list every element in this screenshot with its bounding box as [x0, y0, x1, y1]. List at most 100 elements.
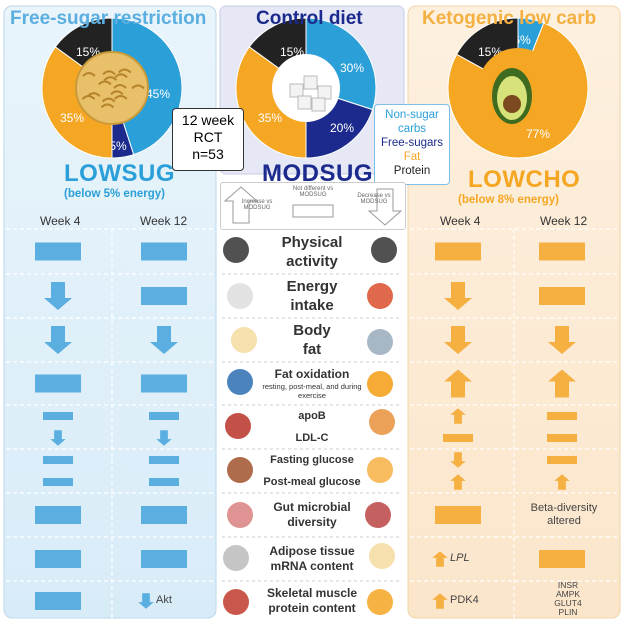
lowsug-week4: Week 4: [40, 214, 81, 228]
outcome-label-adipose-tissue-mrna-content: Adipose tissue mRNA content: [262, 544, 362, 574]
glucose-bottle-icon: [227, 457, 253, 483]
gut-microbial-diversity-r12-text: Beta-diversity altered: [530, 502, 598, 527]
plate-icon: [227, 283, 253, 309]
outcome-label-line: apoB: [298, 409, 326, 422]
adipocytes-icon: [369, 543, 395, 569]
body-fat-r4-down-arrow-icon: [444, 326, 472, 354]
fasting-glucose-l4-bar: [43, 456, 73, 464]
lowcho-sub-label: (below 8% energy): [458, 194, 559, 206]
lowcho-title: Ketogenic low carb: [422, 8, 597, 29]
outcome-label-physical-activity: Physical activity: [262, 233, 362, 271]
outcome-label-ldl-c: LDL-C: [262, 432, 362, 445]
lowsug-week12: Week 12: [140, 214, 188, 228]
apob-r4-up-arrow-icon: [450, 408, 466, 424]
adipose-tissue-mrna-content-r4-text: LPL: [450, 552, 470, 564]
center-pie-label-0: 30%: [340, 61, 364, 75]
key-decrease-text: Decrease vs MODSUG: [357, 193, 391, 205]
key-nodiff-text: Not different vs MODSUG: [292, 186, 334, 198]
pasta-twist-icon: [110, 90, 124, 96]
outcome-label-line: Body: [293, 322, 331, 339]
key-bar-icon: [292, 204, 334, 218]
blood-tubes-icon: [225, 413, 251, 439]
lowsug-title: Free-sugar restriction: [10, 8, 207, 29]
outcome-label-body-fat: Body fat: [262, 321, 362, 359]
skeletal-muscle-protein-content-l12-text: Akt: [156, 594, 172, 606]
rct-design: RCT: [193, 129, 223, 145]
pasta-twist-icon: [82, 72, 96, 77]
lowsug-sub-label: (below 5% energy): [64, 188, 165, 200]
rct-box: 12 week RCT n=53: [172, 108, 244, 171]
left-pie-label-2: 35%: [60, 111, 84, 125]
left-pie-label-0: 45%: [146, 87, 170, 101]
fasting-glucose-r4-down-arrow-icon: [450, 452, 466, 468]
pasta-twist-icon: [114, 73, 128, 79]
outcome-label-line: Adipose tissue: [269, 544, 355, 558]
pasta-twist-icon: [101, 97, 116, 103]
pasta-twist-icon: [100, 103, 115, 109]
apob-l4-bar: [43, 412, 73, 420]
outcome-label-line: mRNA content: [270, 559, 354, 573]
treadmill-icon: [227, 369, 253, 395]
fasting-glucose-r12-bar: [547, 456, 577, 464]
outcome-label-post-meal-glucose: Post-meal glucose: [262, 476, 362, 489]
fat-oxidation-l12-bar: [141, 374, 187, 393]
left-pie-slice-2: [41, 46, 113, 159]
body-fat-l12-down-arrow-icon: [150, 326, 178, 354]
right-pie-label-1: 77%: [526, 127, 550, 141]
pasta-image-icon: [75, 51, 149, 125]
glucose-curve-icon: [367, 457, 393, 483]
fat-oxidation-r12-up-arrow-icon: [548, 369, 576, 398]
lowcho-arm-label: LOWCHO: [468, 166, 581, 193]
outcome-label-line: Gut microbial: [273, 500, 351, 514]
outcome-label-line: Physical: [281, 233, 343, 251]
post-meal-glucose-l4-bar: [43, 478, 73, 486]
outcome-label-line: Fasting glucose: [270, 453, 354, 466]
ldl-c-l4-down-arrow-icon: [50, 430, 66, 446]
outcome-label-fat-oxidation: Fat oxidation resting, post-meal, and dur…: [262, 367, 362, 400]
outcome-label-line: fat: [302, 341, 322, 358]
key-up-arrow-icon: [223, 186, 259, 224]
ldl-c-r12-bar: [547, 434, 577, 442]
outcome-label-fasting-glucose: Fasting glucose: [262, 454, 362, 467]
intestine-icon: [227, 502, 253, 528]
outcome-label-line: LDL-C: [295, 431, 329, 444]
skeletal-muscle-protein-content-r4-text: PDK4: [450, 594, 479, 606]
outcome-label-energy-intake: Energy intake: [262, 277, 362, 315]
skeletal-muscle-protein-content-l4-bar: [35, 592, 81, 610]
stool-container-icon: [365, 502, 391, 528]
modsug-title: Control diet: [256, 8, 363, 29]
runner-icon: [223, 237, 249, 263]
sample-jar-icon: [367, 589, 393, 615]
apob-l12-bar: [149, 412, 179, 420]
pasta-twist-icon: [98, 80, 112, 86]
lowcho-week4: Week 4: [440, 214, 481, 228]
gut-microbial-diversity-r4-bar: [435, 506, 481, 524]
adipose-tissue-mrna-content-r12-bar: [539, 550, 585, 568]
skeletal-muscle-protein-content-l12-arrow-icon: [138, 593, 154, 609]
center-pie-label-2: 35%: [258, 111, 282, 125]
physical-activity-l4-bar: [35, 242, 81, 261]
pasta-twist-icon: [117, 68, 132, 74]
energy-intake-l12-bar: [141, 287, 187, 305]
physical-activity-l12-bar: [141, 242, 187, 261]
lowcho-week12: Week 12: [540, 214, 588, 228]
ldl-c-l12-down-arrow-icon: [156, 430, 172, 446]
pasta-twist-icon: [102, 70, 116, 76]
post-meal-glucose-l12-bar: [149, 478, 179, 486]
rct-duration: 12 week: [181, 112, 235, 128]
outcome-label-line: Post-meal glucose: [263, 475, 361, 488]
outcome-label-line: activity: [286, 252, 338, 270]
sugar-cube-icon: [289, 83, 304, 98]
lowsug-panel: [3, 5, 217, 619]
legend-protein: Protein: [393, 165, 431, 177]
flame-icon: [367, 371, 393, 397]
outcome-label-line: Skeletal muscle: [266, 586, 358, 600]
outcome-label-gut-microbial-diversity: Gut microbial diversity: [262, 500, 362, 530]
outcome-label-apob: apoB: [262, 410, 362, 423]
pasta-twist-icon: [103, 76, 118, 81]
sugar-cube-icon: [303, 75, 318, 90]
outcome-label-detail: resting, post-meal, and during exercise: [262, 382, 362, 400]
pasta-twist-icon: [87, 92, 101, 97]
key-box: Increase vs MODSUG Not different vs MODS…: [220, 182, 406, 230]
legend-freesugars: Free-sugars: [381, 137, 443, 149]
